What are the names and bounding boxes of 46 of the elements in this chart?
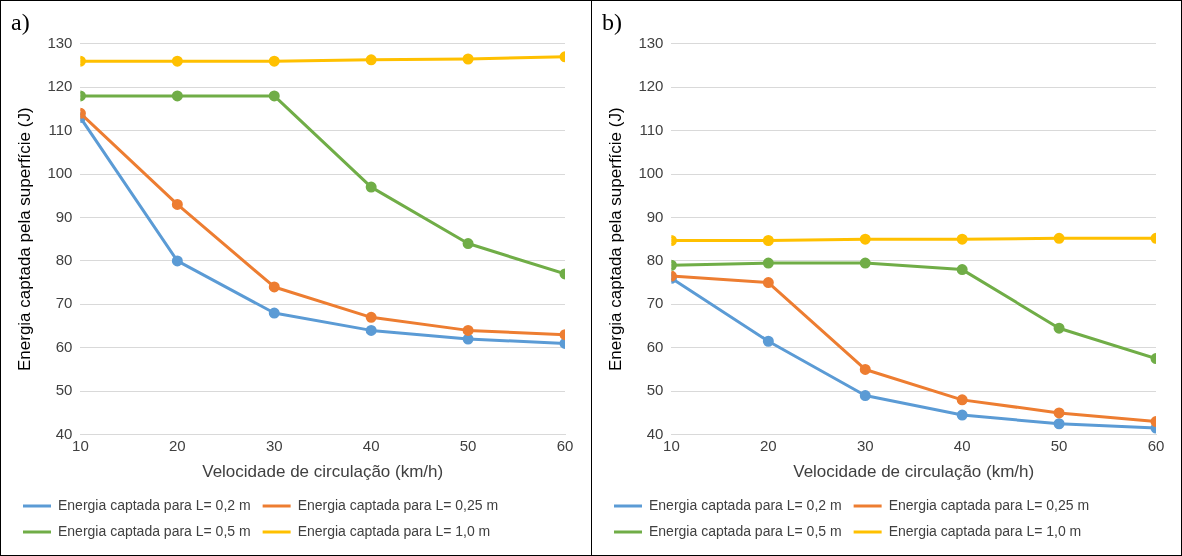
y-tick-label: 110 [639,120,664,138]
y-tick-label: 120 [638,77,664,95]
y-tick-label: 60 [55,337,73,355]
y-tick-label: 100 [47,164,73,182]
y-tick-label: 80 [646,251,664,269]
y-tick-label: 60 [646,337,664,355]
x-axis-title: Velocidade de circulação (km/h) [793,462,1035,482]
y-tick-label: 110 [48,120,73,138]
x-tick-label: 20 [760,436,777,454]
x-tick-label: 10 [72,436,89,454]
y-tick-label: 90 [646,207,664,225]
legend-label: Energia captada para L= 0,25 m [888,496,1090,513]
chart-title: b) [602,8,622,35]
y-tick-label: 70 [55,294,73,312]
x-tick-label: 30 [856,436,874,454]
y-tick-label: 50 [55,381,73,399]
x-tick-label: 50 [1050,436,1068,454]
chart-title: a) [11,8,30,35]
legend-label: Energia captada para L= 1,0 m [297,522,491,539]
y-tick-label: 130 [47,33,73,51]
legend-label: Energia captada para L= 1,0 m [888,522,1082,539]
x-tick-label: 50 [459,436,477,454]
legend-label: Energia captada para L= 0,5 m [58,522,251,539]
x-tick-label: 40 [953,436,971,454]
y-tick-label: 130 [638,33,664,51]
y-tick-label: 50 [646,381,664,399]
x-tick-label: 40 [362,436,380,454]
x-tick-label: 60 [556,436,574,454]
legend-label: Energia captada para L= 0,5 m [649,522,842,539]
legend-label: Energia captada para L= 0,25 m [297,496,499,513]
y-tick-label: 120 [47,77,73,95]
x-tick-label: 30 [265,436,283,454]
legend-label: Energia captada para L= 0,2 m [58,496,251,513]
x-tick-label: 10 [663,436,680,454]
legend-label: Energia captada para L= 0,2 m [649,496,842,513]
y-axis-title: Energia captada pela superfície (J) [14,107,34,372]
y-tick-label: 80 [55,251,73,269]
y-tick-label: 40 [646,424,664,442]
x-tick-label: 20 [169,436,186,454]
y-axis-title: Energia captada pela superfície (J) [605,107,625,372]
y-tick-label: 70 [646,294,664,312]
x-axis-title: Velocidade de circulação (km/h) [202,462,444,482]
y-tick-label: 40 [55,424,73,442]
y-tick-label: 90 [55,207,73,225]
y-tick-label: 100 [638,164,664,182]
x-tick-label: 60 [1147,436,1165,454]
